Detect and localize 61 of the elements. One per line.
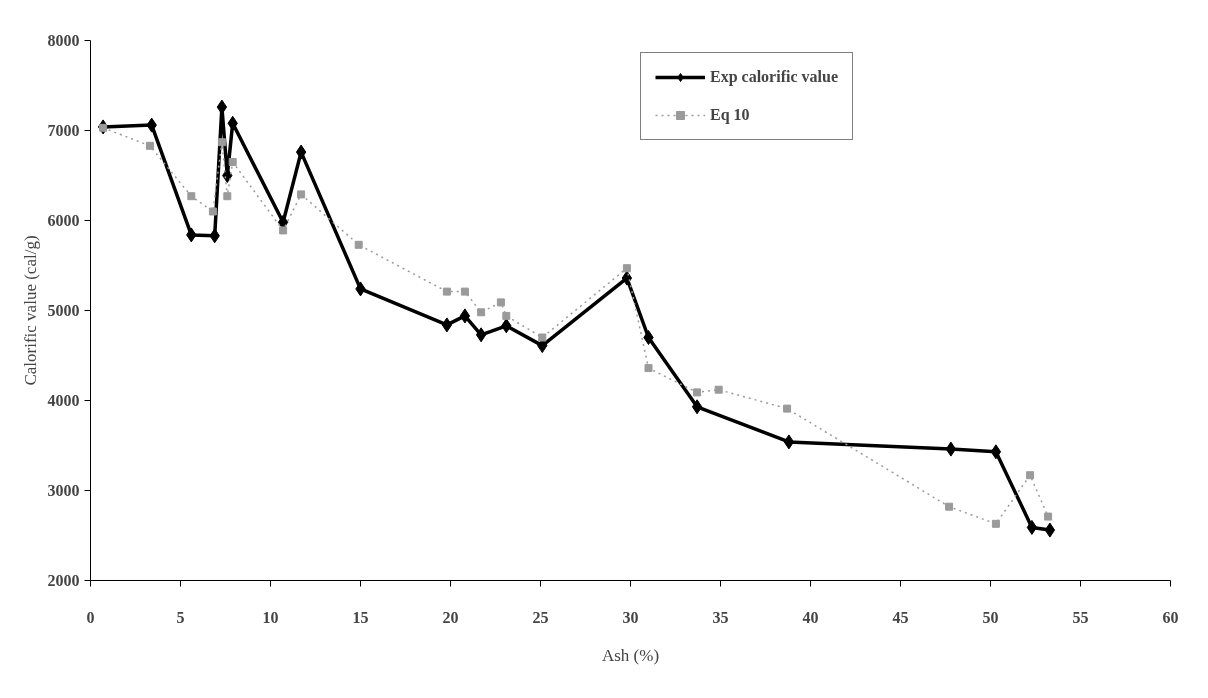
point xyxy=(945,502,954,511)
point xyxy=(475,327,487,343)
point xyxy=(477,308,486,317)
point xyxy=(297,190,306,199)
x-tick-label: 45 xyxy=(892,608,909,626)
legend-label: Eq 10 xyxy=(710,106,750,124)
y-tick-label: 6000 xyxy=(47,212,80,229)
point xyxy=(990,444,1002,460)
point xyxy=(502,311,511,320)
x-tick-label: 55 xyxy=(1072,608,1089,626)
x-axis-title: Ash (%) xyxy=(601,645,660,665)
point xyxy=(622,264,631,273)
y-axis-title: Calorific value (cal/g) xyxy=(20,235,40,386)
point xyxy=(279,226,288,235)
x-tick-label: 35 xyxy=(712,608,729,626)
x-tick-label: 15 xyxy=(352,608,369,626)
point xyxy=(459,308,471,324)
x-tick-label: 60 xyxy=(1162,608,1179,626)
point xyxy=(945,441,957,457)
point xyxy=(460,287,469,296)
point xyxy=(693,388,702,397)
x-tick-label: 40 xyxy=(802,608,819,626)
x-tick-label: 10 xyxy=(262,608,279,626)
point xyxy=(991,519,1000,528)
point xyxy=(442,287,451,296)
point xyxy=(783,434,795,450)
point xyxy=(217,138,226,147)
y-tick-label: 8000 xyxy=(47,32,80,49)
point xyxy=(228,158,237,166)
point xyxy=(496,298,505,307)
point xyxy=(295,144,307,160)
x-tick-label: 25 xyxy=(532,608,549,626)
point xyxy=(1044,512,1053,521)
y-tick-label: 5000 xyxy=(47,302,80,319)
point xyxy=(1026,519,1038,535)
point xyxy=(1026,471,1035,480)
point xyxy=(783,404,792,413)
x-tick-label: 20 xyxy=(442,608,459,626)
point xyxy=(1044,522,1056,538)
y-tick-label: 3000 xyxy=(47,482,80,499)
point xyxy=(222,168,233,183)
point xyxy=(643,330,654,345)
point xyxy=(644,364,653,373)
point xyxy=(223,192,232,201)
point xyxy=(538,333,547,342)
x-tick-label: 5 xyxy=(176,608,185,626)
x-tick-label: 50 xyxy=(982,608,999,626)
point xyxy=(714,385,723,394)
y-tick-label: 2000 xyxy=(47,572,80,589)
point xyxy=(621,270,633,286)
y-tick-label: 7000 xyxy=(47,122,80,139)
y-tick-label: 4000 xyxy=(47,392,80,409)
x-tick-label: 30 xyxy=(622,608,639,626)
point xyxy=(145,141,154,150)
legend-label: Exp calorific value xyxy=(710,68,838,86)
point xyxy=(208,207,217,216)
point xyxy=(441,317,453,333)
point xyxy=(354,240,363,249)
point xyxy=(691,399,703,415)
x-tick-label: 0 xyxy=(86,608,95,626)
point xyxy=(187,192,196,201)
